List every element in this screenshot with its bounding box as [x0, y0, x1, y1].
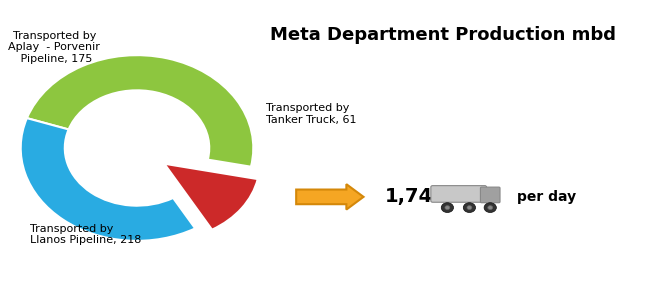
FancyBboxPatch shape [480, 187, 500, 203]
Circle shape [467, 206, 472, 210]
Text: 1,742: 1,742 [385, 187, 447, 206]
Wedge shape [164, 164, 258, 230]
Circle shape [463, 203, 476, 213]
Circle shape [484, 203, 497, 213]
Text: Transported by
Aplay  - Porvenir
 Pipeline, 175: Transported by Aplay - Porvenir Pipeline… [8, 31, 100, 64]
FancyBboxPatch shape [431, 186, 487, 202]
Text: Meta Department Production mbd: Meta Department Production mbd [270, 26, 616, 44]
Circle shape [445, 206, 450, 210]
Wedge shape [21, 118, 195, 241]
Wedge shape [27, 55, 254, 167]
Text: Transported by
Tanker Truck, 61: Transported by Tanker Truck, 61 [266, 103, 356, 125]
Circle shape [488, 206, 493, 210]
Circle shape [441, 203, 454, 213]
FancyArrow shape [296, 184, 363, 210]
Text: Transported by
Llanos Pipeline, 218: Transported by Llanos Pipeline, 218 [30, 224, 141, 245]
Text: per day: per day [517, 190, 576, 204]
